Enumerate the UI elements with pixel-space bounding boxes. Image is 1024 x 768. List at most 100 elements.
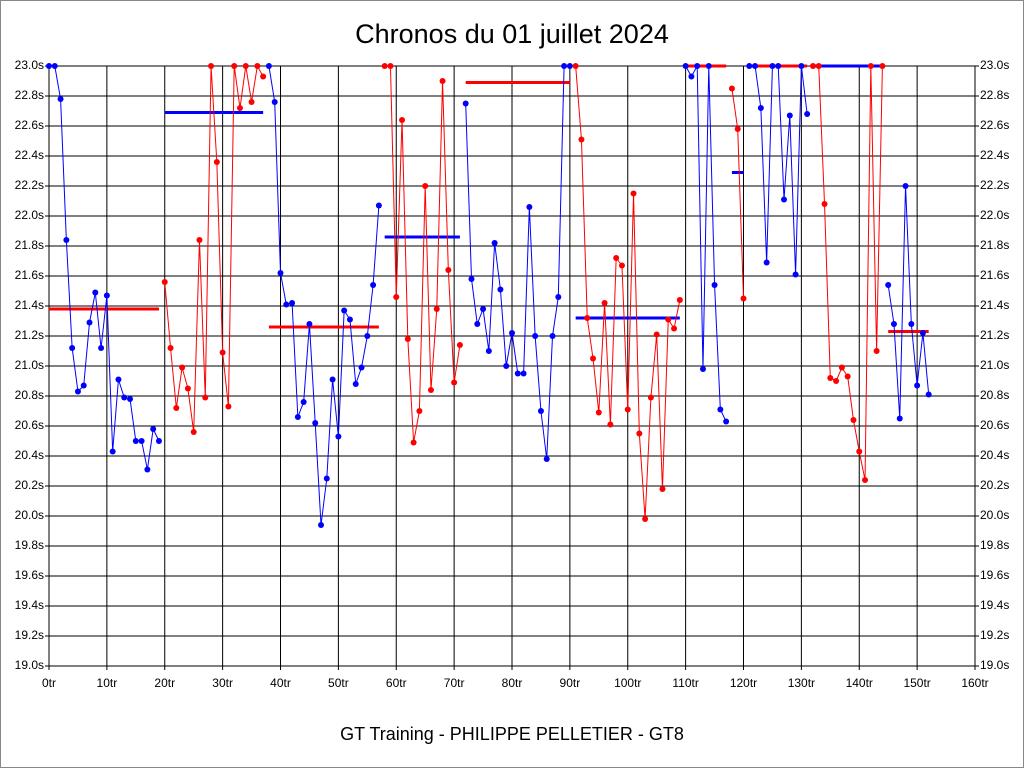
y-tick-label: 20.6s [15, 418, 44, 432]
point [271, 99, 278, 105]
point [491, 240, 498, 246]
point [509, 330, 515, 336]
point [503, 363, 510, 369]
y2-tick-label: 20.8s [980, 388, 1009, 402]
y-tick-label: 22.4s [15, 148, 44, 162]
point [294, 414, 301, 420]
y2-tick-label: 19.2s [980, 628, 1009, 642]
point [329, 376, 336, 383]
point [57, 96, 64, 102]
point [231, 63, 238, 69]
point [624, 406, 631, 413]
point [757, 105, 764, 111]
point [404, 336, 411, 342]
point [642, 516, 649, 522]
point [763, 259, 770, 266]
point [109, 448, 116, 455]
x-tick-label: 130tr [788, 676, 815, 690]
y2-tick-label: 21.0s [980, 358, 1009, 372]
y-tick-label: 21.4s [15, 298, 44, 312]
point [86, 319, 93, 326]
point [161, 279, 168, 285]
point [613, 255, 620, 261]
point [323, 475, 330, 482]
y2-tick-label: 22.8s [980, 88, 1009, 102]
point [514, 370, 521, 377]
y-tick-label: 22.6s [15, 118, 44, 132]
point [196, 237, 203, 243]
point [433, 306, 440, 312]
point [792, 271, 799, 278]
y2-tick-label: 20.4s [980, 448, 1009, 462]
point [821, 201, 828, 207]
point [740, 295, 747, 302]
point [856, 448, 863, 455]
point [289, 300, 296, 306]
point [260, 73, 267, 80]
y2-tick-label: 20.0s [980, 508, 1009, 522]
point [873, 348, 880, 354]
y-tick-label: 22.0s [15, 208, 44, 222]
point [306, 321, 313, 327]
y2-tick-label: 21.2s [980, 328, 1009, 342]
x-tick-label: 30tr [212, 676, 233, 690]
point [248, 99, 255, 105]
point [202, 394, 209, 401]
point [723, 418, 730, 425]
y2-tick-label: 19.4s [980, 598, 1009, 612]
point [80, 382, 87, 389]
y2-tick-label: 21.4s [980, 298, 1009, 312]
point [155, 438, 162, 444]
point [190, 429, 197, 435]
point [427, 387, 434, 393]
point [242, 63, 249, 69]
x-tick-label: 0tr [42, 676, 56, 690]
point [879, 63, 886, 69]
y-tick-label: 20.8s [15, 388, 44, 402]
y-tick-label: 19.4s [15, 598, 44, 612]
point [532, 333, 539, 339]
point [358, 364, 365, 371]
point [399, 117, 406, 123]
point [630, 190, 637, 197]
point [717, 406, 724, 413]
point [902, 183, 909, 189]
x-tick-label: 150tr [903, 676, 930, 690]
y2-tick-label: 19.8s [980, 538, 1009, 552]
point [213, 159, 220, 165]
point [265, 63, 272, 69]
point [173, 405, 180, 411]
point [422, 183, 429, 189]
point [890, 321, 897, 327]
y-tick-label: 23.0s [15, 58, 44, 72]
point [387, 63, 394, 69]
y-tick-label: 20.4s [15, 448, 44, 462]
x-tick-label: 70tr [444, 676, 465, 690]
point [925, 391, 932, 398]
point [688, 73, 695, 80]
point [676, 297, 683, 303]
point [833, 378, 840, 384]
point [549, 333, 556, 339]
point [653, 331, 660, 338]
point [665, 316, 672, 323]
x-tick-label: 60tr [386, 676, 407, 690]
point [179, 364, 186, 371]
point [46, 63, 52, 69]
point [69, 345, 76, 351]
point [919, 330, 926, 336]
point [908, 321, 915, 327]
y2-tick-label: 20.2s [980, 478, 1009, 492]
point [862, 477, 869, 483]
point [144, 466, 151, 473]
x-tick-label: 40tr [270, 676, 291, 690]
point [63, 237, 70, 243]
series-line [887, 185, 930, 419]
point [595, 409, 602, 416]
point [456, 342, 463, 348]
x-tick-label: 110tr [672, 676, 698, 690]
point [671, 325, 678, 332]
point [711, 282, 718, 288]
point [618, 262, 625, 269]
